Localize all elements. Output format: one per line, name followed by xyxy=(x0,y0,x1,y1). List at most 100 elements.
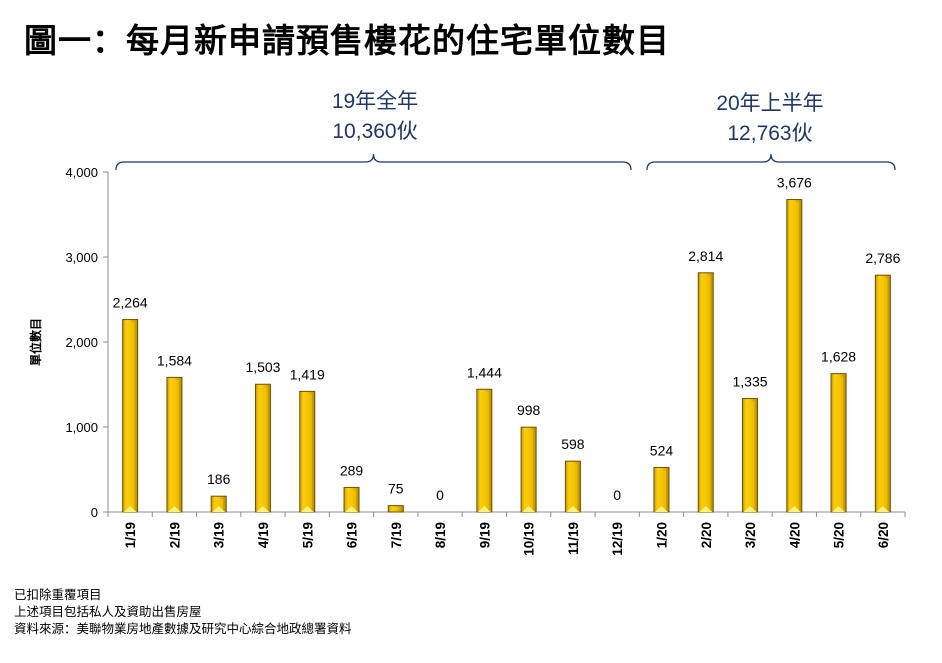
bar-5-19 xyxy=(299,390,316,513)
x-tick-label: 2/20 xyxy=(699,522,714,548)
data-label: 0 xyxy=(436,487,444,503)
bar-highlight xyxy=(477,506,491,512)
y-axis-title: 單位數目 xyxy=(28,318,43,366)
chart-title: 圖一：每月新申請預售樓花的住宅單位數目 xyxy=(24,21,670,60)
bar-10-19 xyxy=(520,426,537,513)
x-tick-label: 12/19 xyxy=(610,522,625,556)
bar-bevel xyxy=(125,322,135,509)
bar-bevel xyxy=(214,499,224,509)
bar-highlight xyxy=(123,506,137,512)
bar-2-19 xyxy=(166,376,183,513)
data-label: 524 xyxy=(650,442,674,458)
x-tick-label: 11/19 xyxy=(566,522,581,555)
bar-bevel xyxy=(745,401,755,509)
bar-bevel xyxy=(878,278,888,509)
bar-1-20 xyxy=(653,466,670,513)
data-label: 1,419 xyxy=(290,366,325,382)
bar-highlight xyxy=(832,506,846,512)
footnote-source: 資料來源：美聯物業房地產數據及研究中心綜合地政總署資料 xyxy=(14,621,352,636)
bar-6-20 xyxy=(874,274,891,513)
bar-2-20 xyxy=(697,272,714,513)
x-tick-label: 1/20 xyxy=(654,522,669,548)
bar-bevel xyxy=(789,202,799,510)
data-label: 2,786 xyxy=(865,250,900,266)
bar-highlight xyxy=(566,506,580,512)
bar-highlight xyxy=(256,506,270,512)
data-label: 1,584 xyxy=(157,352,192,368)
data-label: 2,814 xyxy=(688,248,723,264)
annotation-2019-total: 10,360伙 xyxy=(332,120,418,143)
annotation-2019-period: 19年全年 xyxy=(331,90,419,113)
y-tick-label: 3,000 xyxy=(65,250,98,265)
bar-highlight xyxy=(876,506,890,512)
x-tick-label: 5/19 xyxy=(300,522,315,548)
bar-1-19 xyxy=(122,319,139,513)
bar-5-20 xyxy=(830,373,847,513)
bar-11-19 xyxy=(564,460,581,513)
bar-bevel xyxy=(302,394,312,509)
bar-bevel xyxy=(524,430,534,509)
bar-4-19 xyxy=(254,383,271,513)
data-label: 598 xyxy=(561,436,585,452)
data-label: 289 xyxy=(340,462,364,478)
bar-highlight xyxy=(345,506,359,512)
bar-9-19 xyxy=(476,388,493,513)
bar-highlight xyxy=(167,506,181,512)
bar-4-20 xyxy=(786,199,803,513)
y-tick-label: 2,000 xyxy=(65,335,98,350)
bracket-2019 xyxy=(115,153,632,171)
x-tick-label: 4/19 xyxy=(256,522,271,548)
footnotes: 已扣除重覆項目 上述項目包括私人及資助出售房屋 資料來源：美聯物業房地產數據及研… xyxy=(14,586,352,637)
x-tick-label: 9/19 xyxy=(477,522,492,548)
bar-3-20 xyxy=(742,398,759,513)
bar-3-19 xyxy=(210,495,227,513)
bar-bevel xyxy=(479,392,489,509)
bar-6-19 xyxy=(343,486,360,513)
bar-bevel xyxy=(834,376,844,509)
bar-highlight xyxy=(654,506,668,512)
bar-bevel xyxy=(347,490,357,509)
x-tick-label: 6/20 xyxy=(876,522,891,548)
x-tick-label: 3/20 xyxy=(743,522,758,548)
bar-bevel xyxy=(701,275,711,509)
bar-highlight xyxy=(212,506,226,512)
annotation-2020: 20年上半年 12,763伙 xyxy=(695,89,845,149)
footnote-1: 已扣除重覆項目 xyxy=(14,587,102,602)
x-tick-label: 1/19 xyxy=(123,522,138,548)
data-label: 1,335 xyxy=(733,374,768,390)
annotation-2020-total: 12,763伙 xyxy=(727,122,813,145)
data-label: 186 xyxy=(207,471,231,487)
x-tick-label: 8/19 xyxy=(433,522,448,548)
x-tick-label: 10/19 xyxy=(522,522,537,556)
y-tick-label: 4,000 xyxy=(65,165,98,180)
x-tick-label: 6/19 xyxy=(345,522,360,548)
bar-highlight xyxy=(522,506,536,512)
bar-highlight xyxy=(300,506,314,512)
bar-bevel xyxy=(258,387,268,509)
annotation-2020-period: 20年上半年 xyxy=(716,92,824,115)
bar-bevel xyxy=(656,470,666,509)
data-label: 0 xyxy=(613,487,621,503)
bracket-2020 xyxy=(646,153,896,171)
data-label: 75 xyxy=(388,481,404,497)
data-label: 1,628 xyxy=(821,349,856,365)
y-tick-label: 1,000 xyxy=(65,420,98,435)
footnote-2: 上述項目包括私人及資助出售房屋 xyxy=(14,604,202,619)
x-tick-label: 7/19 xyxy=(389,522,404,548)
annotation-2019: 19年全年 10,360伙 xyxy=(300,87,450,147)
x-tick-label: 3/19 xyxy=(212,522,227,548)
y-tick-label: 0 xyxy=(91,505,98,520)
x-tick-label: 2/19 xyxy=(167,522,182,548)
data-label: 998 xyxy=(517,402,541,418)
bar-bevel xyxy=(568,464,578,509)
x-tick-label: 5/20 xyxy=(832,522,847,548)
bar-7-19 xyxy=(387,505,404,513)
data-label: 1,444 xyxy=(467,364,502,380)
bar-highlight xyxy=(743,506,757,512)
data-label: 1,503 xyxy=(245,359,280,375)
bar-highlight xyxy=(787,506,801,512)
x-tick-label: 4/20 xyxy=(787,522,802,548)
data-label: 2,264 xyxy=(113,295,148,311)
data-label: 3,676 xyxy=(777,175,812,191)
